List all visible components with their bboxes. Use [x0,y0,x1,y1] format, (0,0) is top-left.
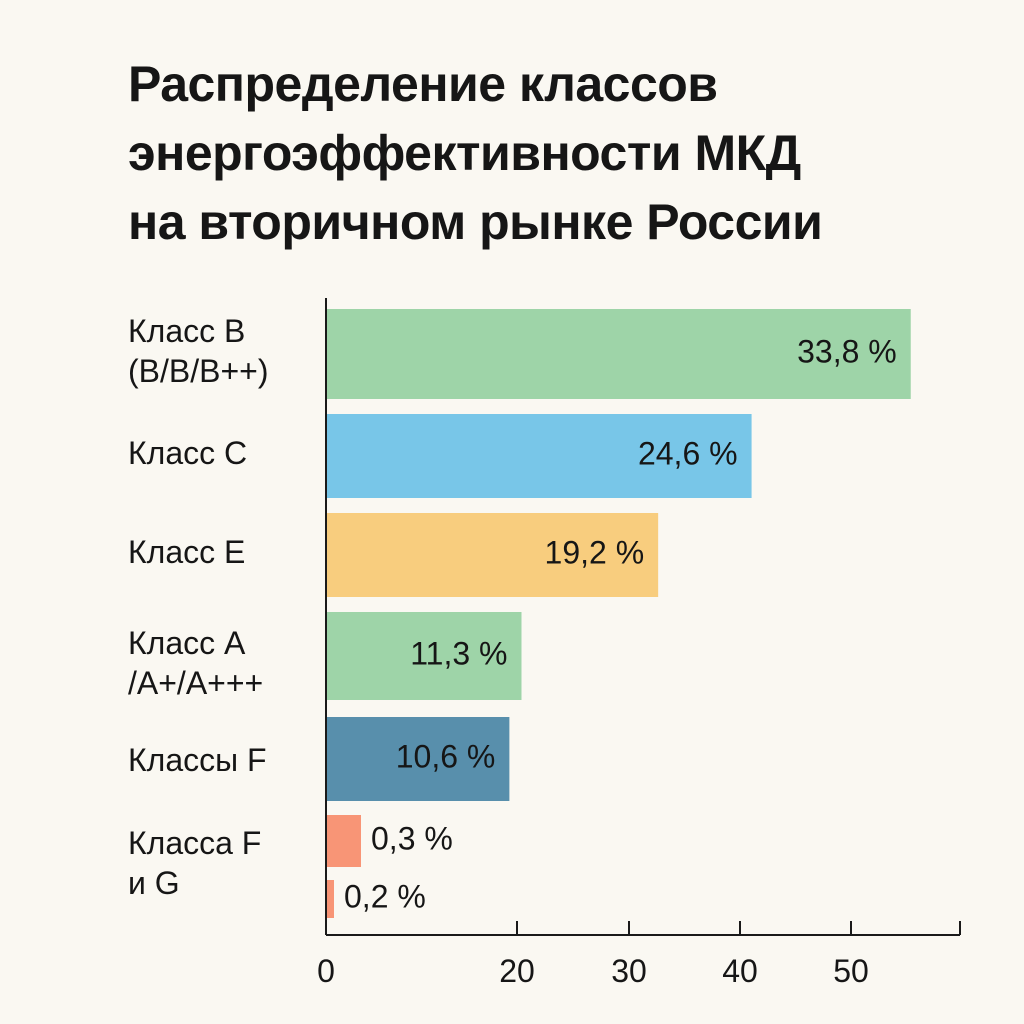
x-tick-label: 30 [611,953,647,989]
chart-title-line-3: на вторичном рынке России [128,194,823,250]
category-label-line: Класс E [128,534,245,570]
category-label-line: (B/B/B++) [128,353,269,389]
bar [326,309,911,399]
category-label-line: и G [128,865,180,901]
category-label-line: Класс C [128,435,247,471]
chart-title-line-1: Распределение классов [128,56,718,112]
category-label-line: Классы F [128,742,267,778]
bar [326,815,361,867]
bar [326,414,752,498]
value-label: 10,6 % [396,738,496,774]
chart-title-line-2: энергоэффективности МКД [128,125,801,181]
bar [326,880,334,918]
category-label: Класс C [128,435,247,471]
value-label: 19,2 % [545,534,645,570]
x-tick-label: 40 [722,953,758,989]
value-label: 0,2 % [344,878,426,914]
category-label-line: Класса F [128,825,261,861]
value-label: 24,6 % [638,435,738,471]
category-label: Класс B (B/B/B++) [128,313,269,389]
value-label: 0,3 % [371,820,453,856]
bar [326,717,510,801]
x-tick-label: 20 [499,953,535,989]
category-label: Класса F и G [128,825,261,901]
bar [326,612,522,700]
category-label-line: Класс B [128,313,245,349]
value-label: 33,8 % [797,333,897,369]
value-label: 11,3 % [410,635,507,671]
bar [326,513,659,597]
category-label-line: /A+/A+++ [128,665,263,701]
x-tick-label: 0 [317,953,335,989]
category-label: Классы F [128,742,267,778]
x-tick-label: 50 [833,953,869,989]
category-label: Класс A/A+/A+++ [128,625,263,701]
category-label: Класс E [128,534,245,570]
category-label-line: Класс A [128,625,246,661]
chart-title: Распределение классов энергоэффективност… [128,50,988,257]
